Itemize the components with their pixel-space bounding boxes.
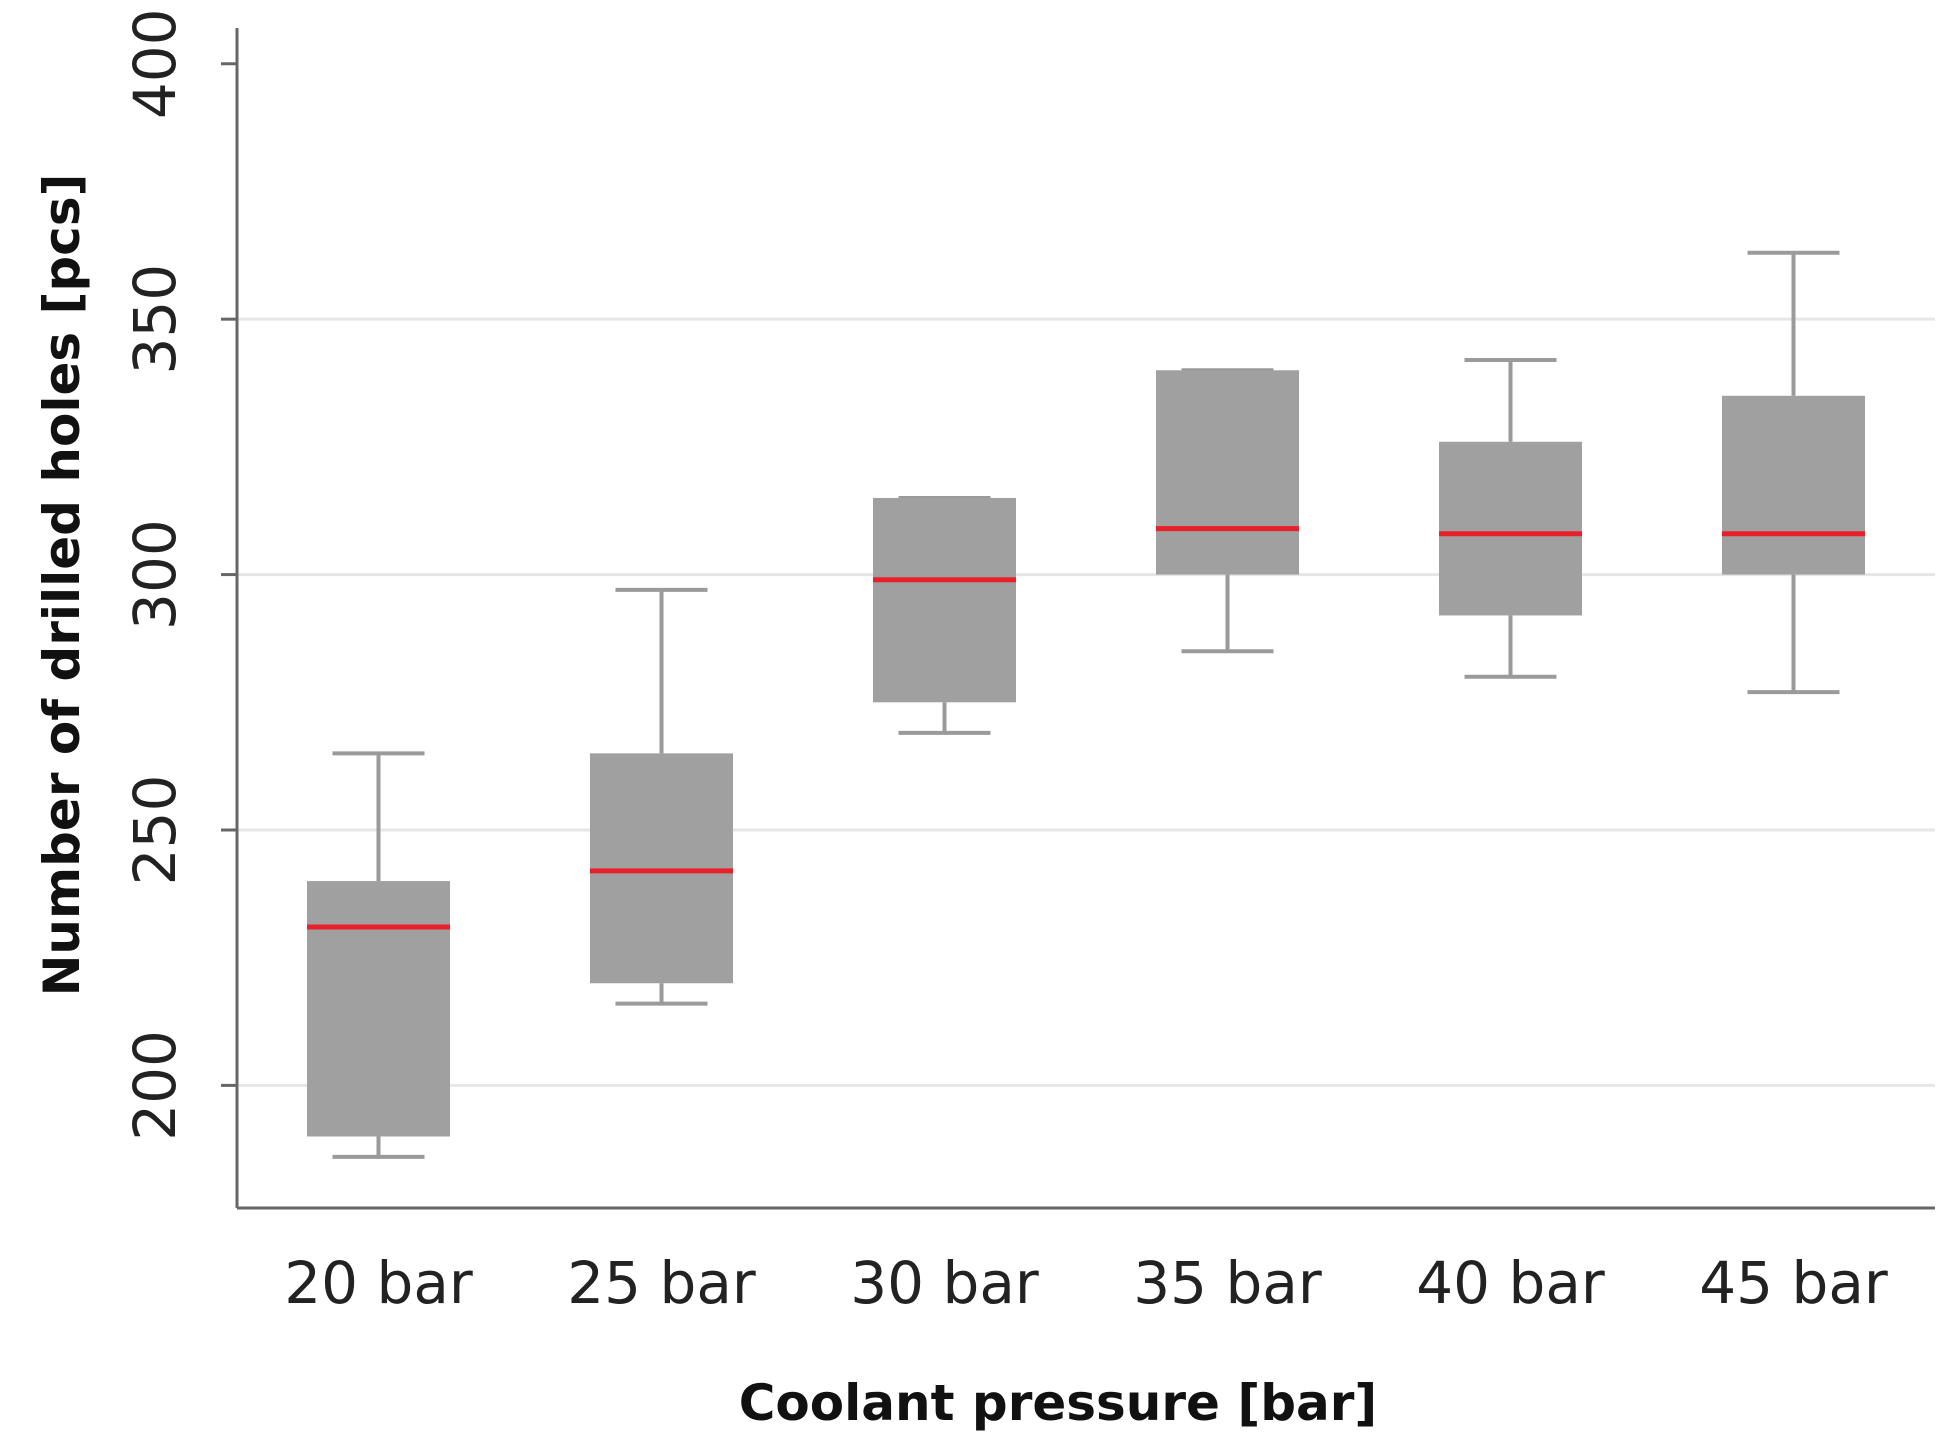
- box-iqr: [590, 753, 733, 984]
- box-iqr: [873, 497, 1016, 703]
- box-30-bar: [873, 495, 1016, 735]
- x-tick-label: 45 bar: [1699, 1249, 1888, 1317]
- x-tick-label: 40 bar: [1416, 1249, 1605, 1317]
- box-series: [307, 250, 1865, 1159]
- x-axis-ticks: 20 bar 25 bar 30 bar 35 bar 40 bar 45 bar: [284, 1249, 1888, 1317]
- y-tick-label-300: 300: [121, 519, 189, 630]
- y-axis-title: Number of drilled holes [pcs]: [33, 174, 91, 997]
- box-40-bar: [1439, 358, 1582, 679]
- y-tick-label-250: 250: [121, 775, 189, 886]
- axes: [235, 28, 1935, 1210]
- x-tick-label: 30 bar: [850, 1249, 1039, 1317]
- y-tick-label-350: 350: [121, 264, 189, 375]
- box-35-bar: [1156, 368, 1299, 654]
- y-axis-ticks: 200 250 300 350 400: [121, 8, 237, 1141]
- x-tick-label: 35 bar: [1133, 1249, 1322, 1317]
- x-axis-title: Coolant pressure [bar]: [739, 1374, 1378, 1432]
- box-iqr: [1439, 441, 1582, 616]
- box-iqr: [1156, 370, 1299, 575]
- x-tick-label: 25 bar: [567, 1249, 756, 1317]
- box-iqr: [1722, 395, 1865, 575]
- box-iqr: [307, 881, 450, 1137]
- box-25-bar: [590, 587, 733, 1006]
- y-tick-label-200: 200: [121, 1030, 189, 1141]
- gridlines: [237, 317, 1935, 1087]
- y-tick-label-400: 400: [121, 8, 189, 119]
- x-tick-label: 20 bar: [284, 1249, 473, 1317]
- box-45-bar: [1722, 250, 1865, 695]
- box-20-bar: [307, 751, 450, 1159]
